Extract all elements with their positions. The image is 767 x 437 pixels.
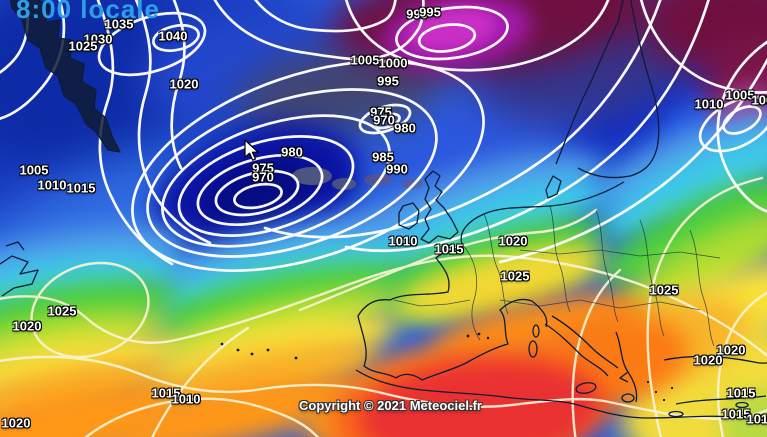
pressure-label: 1015	[721, 406, 751, 422]
sicily-coast	[575, 382, 597, 394]
pressure-label: 1020	[169, 76, 199, 92]
pressure-label: 975	[370, 104, 392, 120]
great-britain-coast	[420, 170, 459, 244]
pressure-label: 1005	[725, 87, 755, 103]
small-islands	[220, 332, 674, 402]
crete-coast	[668, 410, 684, 418]
mouse-cursor	[244, 139, 259, 161]
pressure-label: 1010	[388, 233, 418, 249]
pressure-label: 990	[386, 161, 408, 177]
pressure-label: 1010	[37, 177, 67, 193]
sardinia-coast	[528, 340, 538, 358]
pressure-label: 1000	[378, 55, 408, 71]
pressure-label: 1025	[68, 38, 98, 54]
copyright-text: Copyright © 2021 Meteociel.fr	[299, 398, 482, 413]
pressure-label: 1025	[47, 303, 77, 319]
denmark-coast	[545, 175, 562, 199]
newfoundland-coast	[0, 241, 39, 297]
pressure-label: 990	[406, 6, 428, 22]
africa-coast	[355, 369, 767, 420]
greenland-coast	[10, 0, 121, 153]
pressure-label: 1015	[66, 180, 96, 196]
pressure-label: 1005	[350, 52, 380, 68]
pressure-label: 1005	[19, 162, 49, 178]
pressure-label: 1005	[751, 92, 767, 108]
pressure-label: 1010	[171, 391, 201, 407]
isobars-south	[0, 176, 767, 437]
country-borders	[393, 205, 721, 347]
pressure-label: 1020	[693, 352, 723, 368]
cyprus-coast	[735, 401, 749, 409]
coastlines	[0, 0, 767, 420]
pressure-label: 995	[419, 4, 441, 20]
corsica-coast	[532, 324, 540, 338]
pressure-label: 995	[377, 73, 399, 89]
pressure-label: 985	[372, 149, 394, 165]
pressure-label: 1020	[12, 318, 42, 334]
pressure-label: 1015	[726, 385, 756, 401]
pressure-label: 1020	[1, 415, 31, 431]
scandinavia-coast	[555, 0, 660, 179]
pressure-label: 975	[252, 160, 274, 176]
pressure-label: 980	[394, 120, 416, 136]
pressure-label: 970	[373, 112, 395, 128]
pressure-label: 1035	[104, 16, 134, 32]
time-label: 8:00 locale	[16, 0, 160, 24]
pressure-label: 970	[252, 169, 274, 185]
pressure-label: 1025	[649, 282, 679, 298]
pressure-label: 1030	[83, 31, 113, 47]
greece-coast	[615, 331, 638, 403]
pressure-label: 1020	[498, 233, 528, 249]
pressure-label: 1020	[716, 342, 746, 358]
pressure-label: 1025	[500, 268, 530, 284]
italy-coast	[544, 315, 619, 377]
ireland-coast	[398, 202, 420, 230]
pressure-label: 980	[281, 144, 303, 160]
pressure-label: 1015	[434, 241, 464, 257]
pressure-label: 1015	[151, 385, 181, 401]
pressure-label: 1040	[158, 28, 188, 44]
pressure-label: 1010	[694, 96, 724, 112]
pressure-label: 1015	[746, 411, 767, 427]
peloponnese-coast	[621, 393, 635, 403]
europe-west-coast	[357, 181, 625, 381]
